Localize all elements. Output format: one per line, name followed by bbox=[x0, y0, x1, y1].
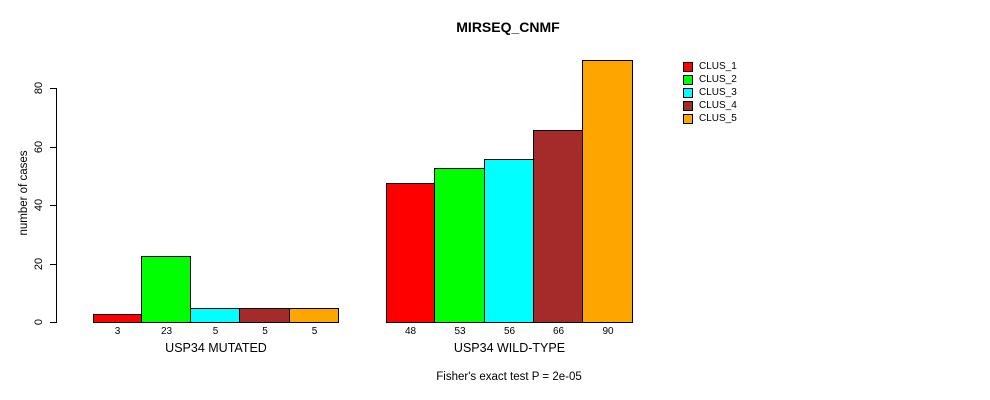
legend-swatch-icon bbox=[683, 74, 693, 85]
legend-swatch-icon bbox=[683, 113, 693, 124]
stat-caption: Fisher's exact test P = 2e-05 bbox=[436, 371, 582, 383]
legend-row: CLUS_3 bbox=[683, 86, 737, 99]
y-tick-label: 40 bbox=[33, 198, 45, 212]
bar-clus_4-group2 bbox=[533, 130, 583, 323]
y-tick-label: 20 bbox=[33, 257, 45, 271]
bar-value-label: 90 bbox=[602, 326, 614, 337]
y-tick-mark bbox=[50, 205, 57, 206]
bar-clus_2-group1 bbox=[141, 256, 191, 323]
bar-value-label: 3 bbox=[114, 326, 121, 337]
bar-value-label: 56 bbox=[503, 326, 516, 337]
bar-value-label: 48 bbox=[404, 326, 417, 337]
legend-swatch-icon bbox=[683, 100, 693, 111]
legend-label: CLUS_4 bbox=[699, 100, 737, 111]
bar-clus_5-group1 bbox=[289, 308, 339, 323]
y-tick-label: 0 bbox=[33, 318, 45, 326]
chart-title: MIRSEQ_CNMF bbox=[456, 19, 560, 35]
chart-legend: CLUS_1 CLUS_2 CLUS_3 CLUS_4 CLUS_5 bbox=[683, 60, 737, 125]
bar-value-label: 5 bbox=[262, 326, 268, 337]
group-label: USP34 WILD-TYPE bbox=[453, 341, 566, 355]
y-tick-mark bbox=[50, 88, 57, 89]
bar-value-label: 53 bbox=[454, 326, 466, 337]
y-tick-mark bbox=[50, 264, 57, 265]
legend-swatch-icon bbox=[683, 87, 693, 98]
bar-clus_5-group2 bbox=[582, 60, 633, 323]
legend-label: CLUS_5 bbox=[699, 113, 737, 124]
bar-clus_3-group2 bbox=[484, 159, 534, 323]
bar-value-label: 5 bbox=[311, 326, 318, 337]
bar-value-label: 5 bbox=[212, 326, 219, 337]
y-tick-mark bbox=[50, 147, 57, 148]
legend-row: CLUS_2 bbox=[683, 73, 737, 86]
y-tick-mark bbox=[50, 322, 57, 323]
legend-swatch-icon bbox=[683, 61, 693, 72]
y-tick-label: 60 bbox=[33, 140, 45, 154]
group-label: USP34 MUTATED bbox=[165, 341, 267, 355]
bar-clus_1-group1 bbox=[93, 314, 142, 323]
legend-row: CLUS_4 bbox=[683, 99, 737, 112]
legend-label: CLUS_3 bbox=[699, 87, 737, 98]
bar-clus_1-group2 bbox=[386, 183, 435, 323]
legend-row: CLUS_5 bbox=[683, 112, 737, 125]
bar-clus_4-group1 bbox=[239, 308, 290, 323]
y-tick-label: 80 bbox=[33, 81, 45, 95]
legend-row: CLUS_1 bbox=[683, 60, 737, 73]
bar-value-label: 23 bbox=[160, 326, 173, 337]
legend-label: CLUS_2 bbox=[699, 74, 737, 85]
bar-value-label: 66 bbox=[552, 326, 565, 337]
legend-label: CLUS_1 bbox=[699, 61, 737, 72]
bar-clus_3-group1 bbox=[190, 308, 240, 323]
bar-clus_2-group2 bbox=[434, 168, 485, 323]
y-axis-label: number of cases bbox=[18, 150, 30, 236]
